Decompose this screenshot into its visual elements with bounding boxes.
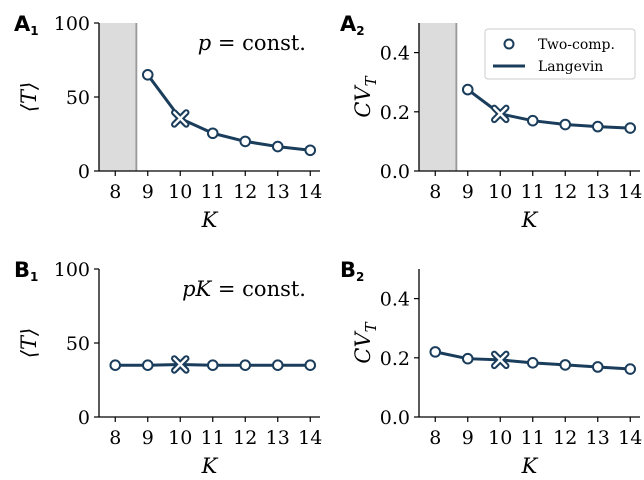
- x-axis-label: K: [201, 454, 219, 478]
- x-tick-label: 14: [298, 427, 322, 449]
- legend-two-comp-label: Two-comp.: [538, 37, 615, 53]
- y-tick-label: 100: [54, 13, 90, 35]
- x-tick-label: 9: [142, 427, 154, 449]
- y-tick-label: 0.4: [380, 43, 410, 65]
- x-tick-label: 13: [586, 181, 610, 203]
- two-comp-point-marked: [171, 355, 190, 374]
- y-axis-label: ⟨T⟩: [17, 328, 41, 358]
- x-tick-label: 12: [553, 181, 577, 203]
- x-tick-label: 10: [488, 427, 512, 449]
- x-tick-label: 8: [429, 181, 441, 203]
- y-axis-label: CVT: [351, 75, 380, 117]
- x-tick-label: 8: [109, 427, 121, 449]
- x-tick-label: 11: [521, 427, 545, 449]
- legend-two-comp-marker: [503, 38, 515, 50]
- x-axis-label: K: [201, 208, 219, 232]
- y-axis-label: CVT: [351, 321, 380, 363]
- y-tick-label: 0.2: [380, 102, 410, 124]
- x-tick-label: 14: [618, 427, 642, 449]
- two-comp-point: [304, 144, 317, 157]
- x-tick-label: 11: [201, 427, 225, 449]
- x-tick-label: 9: [142, 181, 154, 203]
- two-comp-point: [271, 140, 284, 153]
- x-tick-label: 12: [233, 427, 257, 449]
- two-comp-point: [559, 359, 572, 371]
- two-comp-point: [206, 359, 219, 372]
- two-comp-point: [271, 359, 284, 372]
- panel-B2: 8 9 10 11 12 13 14 0.0 0.2 0.4 K CVT B2: [340, 258, 642, 478]
- x-tick-label: 11: [521, 181, 545, 203]
- two-comp-point: [591, 361, 604, 373]
- x-axis-label: K: [521, 454, 539, 478]
- two-comp-point: [239, 359, 252, 372]
- x-tick-label: 12: [233, 181, 257, 203]
- panel-letter: A1: [14, 12, 39, 38]
- two-comp-point: [239, 135, 252, 148]
- panel-A2: 8 9 10 11 12 13 14 0.0 0.2 0.4 K CVT A2 Two-comp. Lang…: [340, 12, 642, 232]
- x-tick-label: 13: [586, 427, 610, 449]
- panel-letter: A2: [340, 12, 365, 38]
- y-tick-label: 100: [54, 259, 90, 281]
- x-tick-label: 13: [266, 181, 290, 203]
- y-tick-label: 0.4: [380, 289, 410, 311]
- two-comp-point-marked: [491, 104, 510, 124]
- shaded-region: [99, 23, 137, 171]
- legend-langevin-label: Langevin: [538, 59, 603, 75]
- y-tick-label: 0.2: [380, 348, 410, 370]
- x-axis-label: K: [521, 208, 539, 232]
- two-comp-point: [141, 69, 154, 81]
- y-tick-label: 0: [78, 161, 90, 183]
- y-tick-label: 50: [66, 87, 90, 109]
- x-tick-label: 10: [488, 181, 512, 203]
- x-tick-label: 13: [266, 427, 290, 449]
- x-tick-label: 9: [462, 181, 474, 203]
- two-comp-point: [526, 357, 539, 369]
- x-tick-label: 12: [553, 427, 577, 449]
- two-comp-point: [591, 120, 604, 133]
- panel-A1: 8 9 10 11 12 13 14 0 50 100 K ⟨T⟩ A1 p = const.: [14, 12, 322, 232]
- panel-B1: 8 9 10 11 12 13 14 0 50 100 K ⟨T⟩ B1 pK = const.: [14, 258, 322, 478]
- two-comp-point: [624, 363, 637, 375]
- y-axis-label: ⟨T⟩: [17, 82, 41, 112]
- y-tick-label: 0.0: [380, 161, 410, 183]
- two-comp-point-marked: [171, 109, 190, 128]
- x-tick-label: 8: [109, 181, 121, 203]
- x-tick-label: 14: [298, 181, 322, 203]
- two-comp-point: [624, 122, 637, 134]
- two-comp-point: [461, 83, 474, 96]
- x-tick-label: 10: [168, 181, 192, 203]
- panel-annotation: p = const.: [198, 31, 306, 55]
- shaded-region: [419, 23, 457, 171]
- two-comp-point-marked: [491, 350, 510, 370]
- two-comp-point: [206, 127, 219, 140]
- x-tick-label: 14: [618, 181, 642, 203]
- two-comp-point: [141, 359, 154, 372]
- x-tick-label: 8: [429, 427, 441, 449]
- two-comp-point: [559, 118, 572, 131]
- two-comp-point: [109, 359, 122, 372]
- legend: Two-comp. Langevin: [484, 28, 636, 80]
- two-comp-point: [304, 359, 317, 372]
- two-comp-point: [429, 346, 442, 358]
- y-tick-label: 0: [78, 407, 90, 429]
- panel-letter: B2: [340, 258, 364, 284]
- x-tick-label: 10: [168, 427, 192, 449]
- panel-annotation: pK = const.: [182, 277, 306, 301]
- two-comp-point: [526, 114, 539, 127]
- two-comp-point: [461, 352, 474, 365]
- x-tick-label: 11: [201, 181, 225, 203]
- panel-letter: B1: [14, 258, 38, 284]
- y-tick-label: 0.0: [380, 407, 410, 429]
- y-tick-label: 50: [66, 333, 90, 355]
- x-tick-label: 9: [462, 427, 474, 449]
